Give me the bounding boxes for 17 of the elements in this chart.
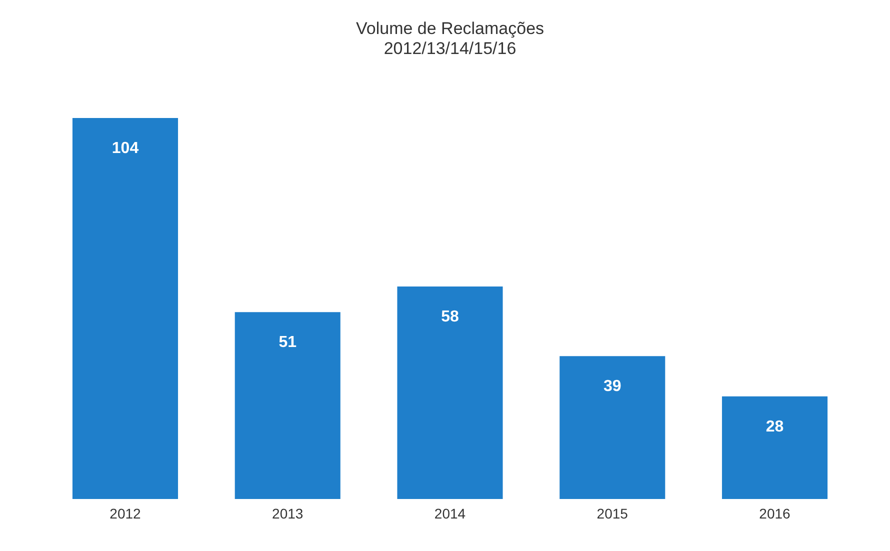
data-label: 51 [278,334,297,352]
bar [234,312,340,499]
chart-subtitle: 2012/13/14/15/16 [384,39,516,58]
data-label: 104 [112,140,139,157]
data-label: 28 [766,418,784,436]
bar [560,356,666,499]
x-tick-label: 2014 [434,506,466,522]
bar [722,396,828,499]
x-tick-label: 2016 [759,506,791,522]
x-tick-label: 2015 [596,506,628,522]
x-tick-label: 2012 [110,506,142,522]
x-tick-label: 2013 [272,506,304,522]
data-label: 39 [603,378,622,396]
chart-title: Volume de Reclamações [356,19,544,38]
data-label: 58 [441,308,459,326]
bar [397,286,503,499]
bar [72,118,178,499]
